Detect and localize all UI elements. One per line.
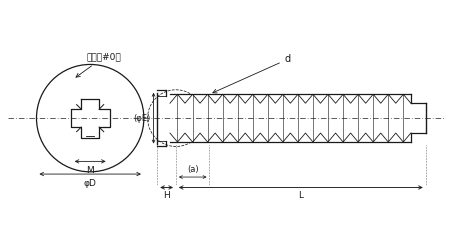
Text: d: d (213, 54, 290, 93)
Text: (a): (a) (186, 165, 198, 174)
Text: M: M (86, 166, 94, 175)
Text: L: L (298, 191, 302, 200)
Text: H: H (163, 191, 170, 200)
Text: (φE): (φE) (133, 114, 150, 123)
Text: 十字穴#0番: 十字穴#0番 (76, 53, 121, 77)
Text: φD: φD (84, 179, 96, 187)
